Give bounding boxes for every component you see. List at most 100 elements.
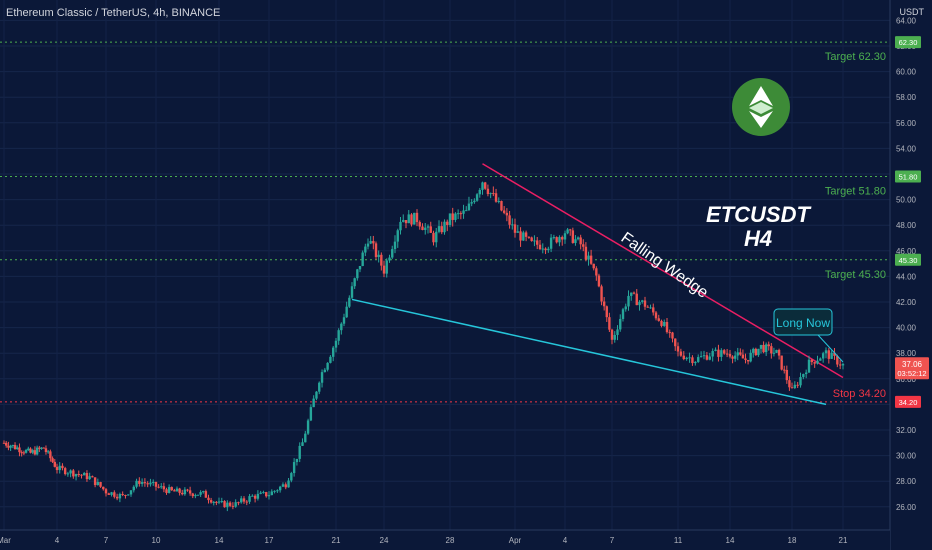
candle-body xyxy=(33,450,37,455)
candle-body xyxy=(790,387,794,389)
candle-body xyxy=(549,237,553,249)
candle-body xyxy=(127,494,130,496)
time-tick-label: 11 xyxy=(674,536,683,545)
candle-body xyxy=(366,243,370,247)
candle-body xyxy=(830,352,833,359)
candle-body xyxy=(248,496,251,502)
candle-body xyxy=(175,488,179,492)
candle-body xyxy=(630,292,633,296)
level-axis-tag xyxy=(895,395,921,408)
candle-body xyxy=(739,352,742,355)
candle-body xyxy=(24,450,28,453)
candle-body xyxy=(613,334,616,340)
candle-body xyxy=(421,226,424,231)
candle-body xyxy=(432,232,435,243)
candle-body xyxy=(88,476,91,480)
candle-body xyxy=(657,318,660,321)
time-tick-label: 21 xyxy=(839,536,848,545)
candle-body xyxy=(744,358,747,360)
candle-body xyxy=(329,356,332,363)
time-tick-label: 7 xyxy=(104,536,109,545)
candle-body xyxy=(486,188,490,194)
candle-body xyxy=(772,352,776,354)
candle-body xyxy=(402,220,405,222)
price-tick-label: 64.00 xyxy=(896,16,917,25)
candle-body xyxy=(451,213,454,220)
candle-body xyxy=(2,442,6,444)
long-now-callout: Long Now xyxy=(773,308,844,363)
time-axis[interactable]: Mar 4 7 10 14 17 21 24 28 Apr 4 7 11 14 18 21 xyxy=(0,529,890,550)
candle-body xyxy=(167,487,171,493)
candle-body xyxy=(788,380,791,388)
candle-body xyxy=(579,237,582,245)
candle-body xyxy=(663,321,666,326)
candle-body xyxy=(374,243,378,258)
candle-body xyxy=(676,346,680,352)
candle-body xyxy=(819,358,822,361)
candle-body xyxy=(443,221,446,233)
time-tick-label: 17 xyxy=(265,536,274,545)
price-tick-label: 40.00 xyxy=(896,324,917,333)
candle-body xyxy=(304,433,307,443)
candle-body xyxy=(527,236,531,238)
candle-body xyxy=(705,355,709,360)
candle-body xyxy=(160,486,163,488)
level-label: Target 45.30 xyxy=(825,269,886,281)
candle-body xyxy=(544,248,547,251)
candle-body xyxy=(541,248,544,250)
candle-body xyxy=(435,231,438,243)
candle-body xyxy=(552,237,556,239)
candle-body xyxy=(157,486,160,488)
level-axis-tag-text: 34.20 xyxy=(899,398,918,407)
candle-body xyxy=(754,348,758,356)
level-axis-tag xyxy=(895,170,921,183)
candle-body xyxy=(649,307,652,309)
candle-body xyxy=(833,352,836,356)
candle-body xyxy=(508,215,511,225)
candle-body xyxy=(315,391,318,399)
candle-body xyxy=(340,323,343,331)
price-tick-label: 50.00 xyxy=(896,196,917,205)
candle-body xyxy=(199,492,202,495)
candle-body xyxy=(711,350,714,357)
candle-body xyxy=(312,398,315,408)
candle-body xyxy=(337,330,340,341)
candle-body xyxy=(265,492,268,497)
candle-body xyxy=(536,240,539,245)
candle-body xyxy=(110,492,113,495)
candle-body xyxy=(513,224,517,233)
candle-body xyxy=(674,338,677,347)
currency-label: USDT xyxy=(899,7,925,17)
level-label: Target 62.30 xyxy=(825,51,886,63)
price-axis[interactable]: 26.0028.0030.0032.0034.0036.0038.0040.00… xyxy=(889,0,932,550)
candle-body xyxy=(66,473,70,475)
candle-body xyxy=(178,488,181,493)
candle-body xyxy=(348,297,351,307)
candle-body xyxy=(107,493,110,495)
level-axis-tag xyxy=(895,253,921,266)
candle-body xyxy=(459,213,463,215)
candle-body xyxy=(759,344,763,349)
candle-body xyxy=(641,300,644,302)
candle-body xyxy=(85,473,89,480)
symbol-title: Ethereum Classic / TetherUS, 4h, BINANCE xyxy=(6,7,221,19)
price-tick-label: 32.00 xyxy=(896,426,917,435)
candle-body xyxy=(295,458,299,463)
candle-body xyxy=(621,309,625,319)
candle-body xyxy=(627,295,630,307)
last-price-text: 37.06 xyxy=(902,360,923,369)
candle-body xyxy=(475,194,479,201)
time-tick-label: Mar xyxy=(0,536,11,545)
time-tick-label: 10 xyxy=(152,536,161,545)
candle-body xyxy=(251,495,254,497)
candle-body xyxy=(237,502,240,504)
candle-body xyxy=(38,447,41,449)
candle-body xyxy=(129,490,133,495)
candle-body xyxy=(741,354,745,359)
candle-body xyxy=(465,210,468,212)
candle-body xyxy=(624,306,627,310)
candle-body xyxy=(149,482,152,485)
candle-body xyxy=(638,301,641,306)
candle-body xyxy=(467,203,471,211)
